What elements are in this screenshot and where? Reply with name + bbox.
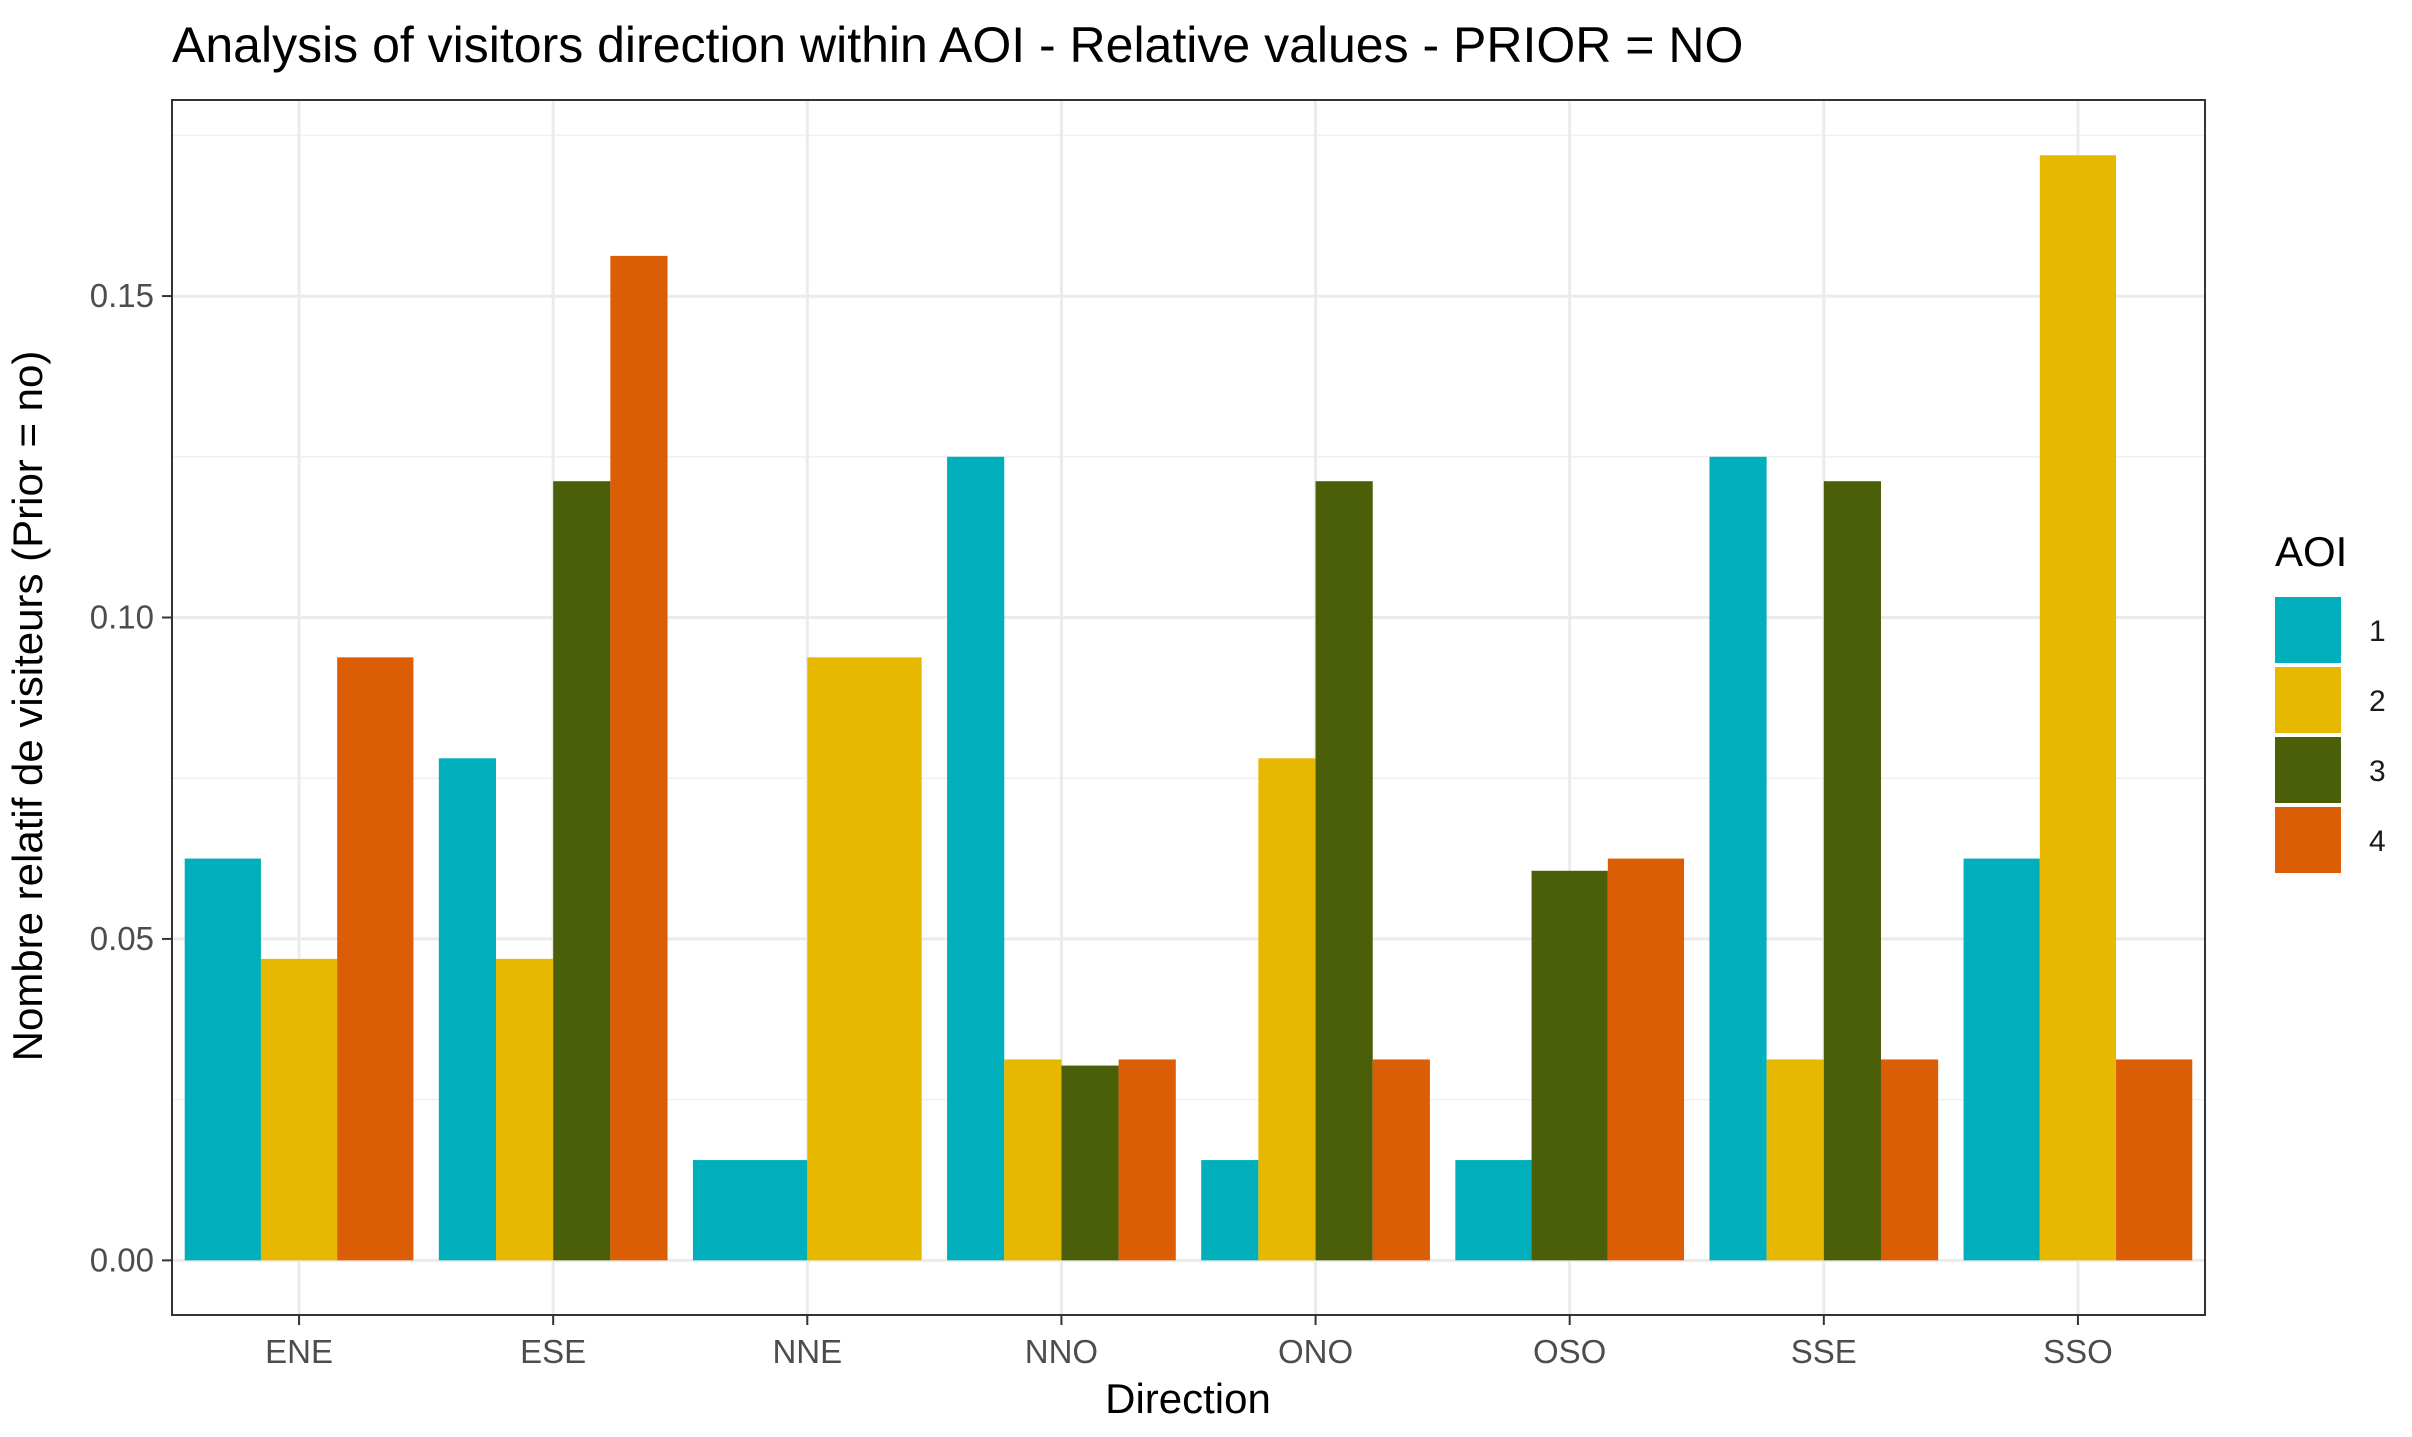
bar-ese-aoi-1 (438, 758, 497, 1261)
bar-nne-aoi-1 (692, 1160, 808, 1261)
y-tick-label: 0.00 (90, 1241, 154, 1278)
y-axis-title: Nombre relatif de visiteurs (Prior = no) (4, 351, 51, 1062)
x-tick-label: NNO (1025, 1333, 1098, 1370)
x-tick-label: ESE (520, 1333, 586, 1370)
bar-nne-aoi-2 (807, 657, 922, 1261)
bar-ono-aoi-3 (1315, 481, 1373, 1261)
legend-title: AOI (2275, 528, 2347, 575)
bar-ono-aoi-4 (1372, 1059, 1430, 1261)
bar-oso-aoi-3 (1531, 870, 1608, 1261)
bar-sse-aoi-2 (1766, 1059, 1824, 1261)
legend-key-2 (2275, 667, 2341, 733)
legend-key-4 (2275, 807, 2341, 873)
bar-nno-aoi-4 (1118, 1059, 1176, 1261)
bar-nno-aoi-1 (947, 456, 1005, 1261)
chart-title: Analysis of visitors direction within AO… (172, 17, 1743, 73)
panel-border (171, 99, 2206, 1316)
y-tick-label: 0.10 (90, 599, 154, 636)
bar-sse-aoi-4 (1880, 1059, 1939, 1261)
legend-label: 4 (2369, 825, 2386, 858)
bar-ese-aoi-2 (496, 958, 554, 1261)
plot-panel (171, 99, 2206, 1316)
bar-ene-aoi-4 (337, 657, 414, 1261)
legend-key-3 (2275, 737, 2341, 803)
x-tick-label: OSO (1533, 1333, 1606, 1370)
y-tick-label: 0.15 (90, 277, 154, 314)
bar-ese-aoi-3 (553, 481, 611, 1261)
x-tick-label: ONO (1278, 1333, 1353, 1370)
legend-label: 1 (2369, 615, 2386, 648)
bars (184, 155, 2193, 1261)
bar-ene-aoi-1 (184, 858, 261, 1261)
bar-sso-aoi-1 (1963, 858, 2040, 1261)
bar-nno-aoi-2 (1004, 1059, 1062, 1261)
y-tick-label: 0.05 (90, 920, 154, 957)
x-tick-label: ENE (265, 1333, 333, 1370)
legend-label: 3 (2369, 755, 2386, 788)
bar-oso-aoi-1 (1455, 1160, 1532, 1261)
legend-items: 1 2 3 4 (2275, 597, 2386, 873)
bar-sse-aoi-3 (1823, 481, 1881, 1261)
x-axis-title: Direction (1105, 1375, 1271, 1422)
bar-ono-aoi-1 (1201, 1160, 1259, 1261)
x-tick-label: NNE (772, 1333, 842, 1370)
legend-key-1 (2275, 597, 2341, 663)
legend-label: 2 (2369, 685, 2386, 718)
bar-ene-aoi-2 (260, 958, 338, 1261)
bar-nno-aoi-3 (1061, 1065, 1119, 1261)
x-tick-label: SSE (1791, 1333, 1857, 1370)
y-axis: 0.00 0.05 0.10 0.15 (90, 277, 172, 1278)
bar-ese-aoi-4 (610, 255, 668, 1261)
bar-sse-aoi-1 (1709, 456, 1767, 1261)
x-tick-label: SSO (2043, 1333, 2113, 1370)
x-axis: ENE ESE NNE NNO ONO OSO SSE SSO (265, 1315, 2113, 1370)
bar-oso-aoi-4 (1607, 858, 1685, 1261)
bar-ono-aoi-2 (1258, 758, 1316, 1261)
bar-sso-aoi-4 (2116, 1059, 2193, 1261)
bar-sso-aoi-2 (2039, 155, 2117, 1261)
legend: AOI 1 2 3 4 (2275, 528, 2386, 873)
